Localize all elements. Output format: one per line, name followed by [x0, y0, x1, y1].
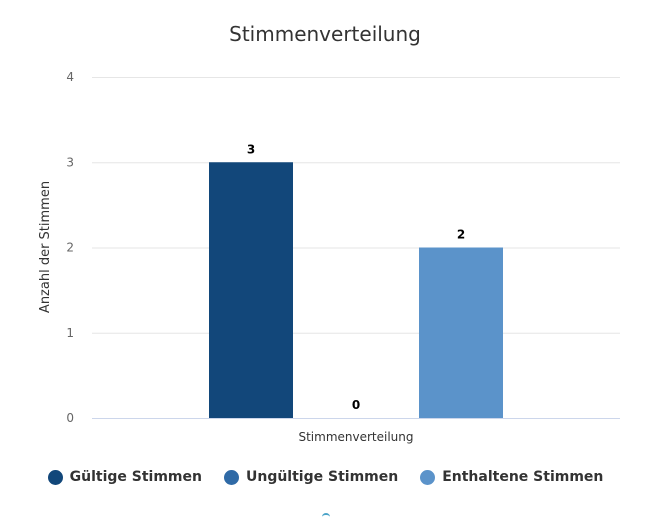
data-label: 0 [352, 398, 360, 412]
y-tick-label: 0 [66, 411, 74, 425]
legend-label: Gültige Stimmen [69, 469, 202, 485]
data-labels: 3 0 2 [247, 142, 465, 412]
y-tick-label: 4 [66, 70, 74, 84]
legend-item[interactable]: Enthaltene Stimmen [420, 469, 603, 485]
legend-label: Enthaltene Stimmen [442, 469, 604, 485]
legend-marker [420, 469, 436, 485]
y-axis-label: Anzahl der Stimmen [38, 181, 53, 313]
gridlines [92, 77, 620, 334]
legend-item[interactable]: Ungültige Stimmen [223, 469, 399, 485]
y-tick-label: 2 [66, 241, 74, 255]
chart-title: Stimmenverteilung [229, 22, 421, 46]
legend-item[interactable]: Gültige Stimmen [47, 469, 202, 485]
x-axis-label: Stimmenverteilung [298, 430, 413, 444]
bar[interactable] [209, 162, 293, 418]
y-tick-label: 3 [66, 155, 74, 169]
bars [209, 162, 503, 418]
data-label: 2 [457, 228, 465, 242]
legend-label: Ungültige Stimmen [245, 469, 399, 485]
legend-marker [47, 469, 63, 485]
bar[interactable] [419, 247, 503, 419]
legend: Gültige Stimmen Ungültige Stimmen Enthalte… [0, 464, 651, 490]
legend-marker [223, 469, 239, 485]
y-axis-ticks: 0 1 2 3 4 [66, 70, 74, 425]
y-tick-label: 1 [66, 326, 74, 340]
loading-indicator [322, 513, 330, 521]
bar-chart: Stimmenverteilung 0 1 2 3 4 Anzahl der Stimm… [38, 22, 620, 444]
data-label: 3 [247, 142, 255, 156]
